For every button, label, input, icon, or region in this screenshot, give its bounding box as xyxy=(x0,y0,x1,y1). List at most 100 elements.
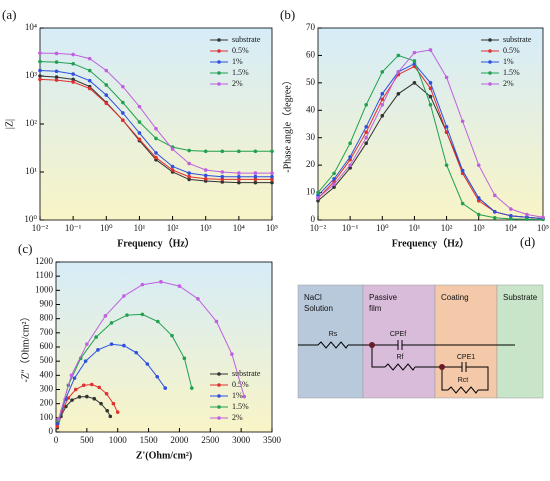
data-point xyxy=(380,113,385,118)
data-point xyxy=(541,215,545,220)
data-point xyxy=(332,171,336,176)
data-point xyxy=(154,136,158,141)
element-label: CPEf xyxy=(390,331,406,338)
data-point xyxy=(155,374,160,379)
legend-label: 2% xyxy=(232,79,243,88)
legend-label: 1% xyxy=(232,57,243,66)
data-point xyxy=(348,163,352,167)
data-point xyxy=(104,83,109,87)
data-point xyxy=(428,94,433,99)
data-point xyxy=(38,68,42,73)
x-tick-label: 1500 xyxy=(140,435,159,445)
data-point xyxy=(73,387,78,392)
x-tick-label: 10¹ xyxy=(134,223,146,233)
wire xyxy=(371,345,385,368)
data-point xyxy=(196,297,200,301)
panel-label: (a) xyxy=(2,7,16,22)
data-point xyxy=(87,86,92,91)
data-point xyxy=(348,155,352,159)
data-point xyxy=(492,193,497,198)
legend-marker xyxy=(217,60,221,64)
series-line xyxy=(58,281,245,420)
data-point xyxy=(203,173,208,178)
data-point xyxy=(364,141,369,145)
plot-frame xyxy=(55,261,273,433)
y-tick-label: 800 xyxy=(40,313,54,323)
data-point xyxy=(70,398,74,402)
data-point xyxy=(109,321,114,325)
data-point xyxy=(189,386,194,390)
data-point xyxy=(428,81,433,85)
region-label: Passive xyxy=(369,293,398,302)
data-point xyxy=(96,348,100,352)
data-point xyxy=(103,314,108,318)
y-tick-label: 10³ xyxy=(25,70,37,80)
data-point xyxy=(364,135,369,140)
data-point xyxy=(140,282,145,287)
data-point xyxy=(444,75,449,80)
x-tick-label: 10⁻¹ xyxy=(342,223,359,233)
data-point xyxy=(94,335,98,339)
data-point xyxy=(444,124,449,129)
data-point xyxy=(220,180,225,184)
data-point xyxy=(316,196,320,200)
y-tick-label: 40 xyxy=(306,104,316,114)
legend-marker xyxy=(217,405,221,409)
data-point xyxy=(428,103,433,107)
data-point xyxy=(121,100,125,105)
data-point xyxy=(115,410,120,414)
data-point xyxy=(364,130,369,135)
y-tick-label: 400 xyxy=(40,369,54,379)
y-tick-label: 10⁰ xyxy=(24,214,37,224)
region-label: Substrate xyxy=(503,293,538,302)
legend-label: 0.5% xyxy=(503,46,520,55)
panel-label: (d) xyxy=(520,234,535,249)
y-tick-label: 10 xyxy=(306,187,316,197)
series-line xyxy=(56,383,119,427)
x-tick-label: 10² xyxy=(167,223,179,233)
data-point xyxy=(237,180,241,185)
data-point xyxy=(509,207,513,211)
data-point xyxy=(71,72,75,76)
y-tick-label: 10⁴ xyxy=(25,22,37,32)
data-point xyxy=(476,212,481,217)
data-point xyxy=(380,70,385,74)
legend-marker xyxy=(217,372,221,376)
data-point xyxy=(230,352,234,356)
legend-marker xyxy=(217,82,221,86)
data-point xyxy=(54,51,59,56)
legend-marker xyxy=(488,82,492,86)
data-point xyxy=(253,177,258,182)
x-tick-label: 10¹ xyxy=(409,223,421,233)
data-point xyxy=(187,174,191,179)
element-label: Rs xyxy=(329,331,338,338)
data-point xyxy=(137,131,142,135)
wire xyxy=(441,367,448,391)
legend-label: substrate xyxy=(232,35,261,44)
legend-marker xyxy=(217,416,221,420)
x-tick-label: 10⁰ xyxy=(100,223,113,233)
data-point xyxy=(87,78,92,83)
data-point xyxy=(332,177,336,181)
y-axis-label: -Phase angle（degree） xyxy=(281,75,293,172)
data-point xyxy=(428,48,433,52)
data-point xyxy=(270,174,274,179)
resistor xyxy=(384,363,416,371)
data-point xyxy=(125,313,129,317)
y-tick-label: 1100 xyxy=(35,270,53,280)
legend-marker xyxy=(217,394,221,398)
y-tick-label: 0 xyxy=(49,426,54,436)
region-label: film xyxy=(369,304,382,313)
legend-label: 1.5% xyxy=(232,68,249,77)
data-point xyxy=(145,362,150,366)
data-point xyxy=(396,70,401,74)
legend-marker xyxy=(217,38,221,42)
data-point xyxy=(137,104,142,109)
x-tick-label: 10⁻¹ xyxy=(65,223,82,233)
x-tick-label: 10² xyxy=(441,223,453,233)
data-point xyxy=(253,174,258,179)
data-point xyxy=(38,59,42,64)
data-point xyxy=(71,77,75,82)
legend-marker xyxy=(217,49,221,53)
